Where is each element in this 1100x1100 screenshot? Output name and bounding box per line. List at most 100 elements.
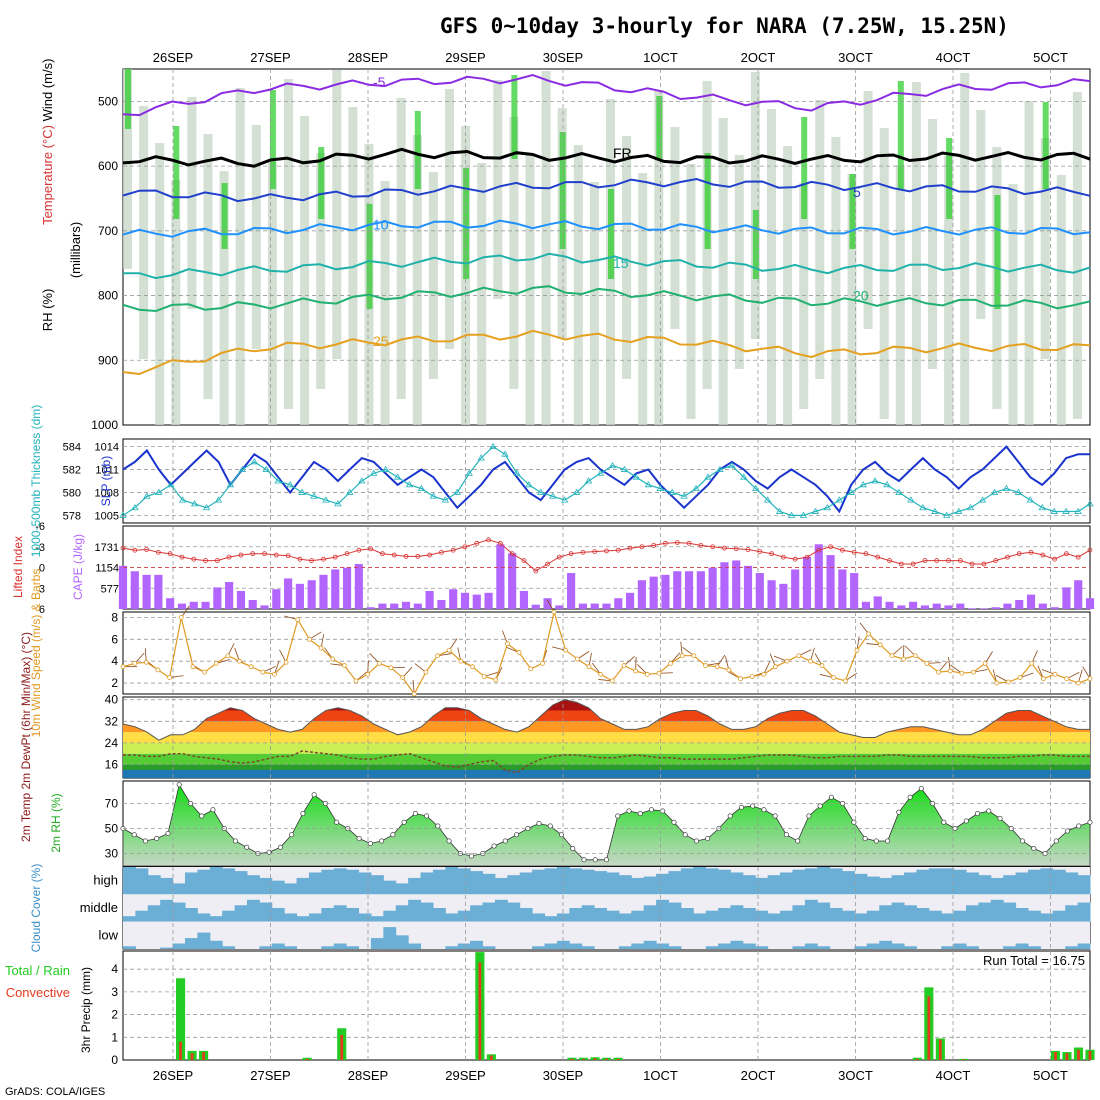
cape-bar	[590, 603, 599, 609]
wind-speed-point	[493, 677, 499, 683]
li-point	[132, 547, 138, 553]
wind-speed-point	[819, 663, 825, 668]
thickness-point	[775, 507, 784, 514]
temp-baseline-band	[123, 769, 1090, 778]
li-point	[745, 547, 751, 552]
cape-bar	[932, 603, 941, 609]
cloud-cover-bar	[234, 905, 248, 922]
wind-speed-point	[388, 665, 394, 671]
rh-mid-patch	[171, 180, 181, 425]
wind-speed-point	[353, 678, 359, 684]
cross-legend-label: Temperature (°C)	[40, 125, 55, 225]
li-point	[615, 547, 621, 553]
top-date-label: 5OCT	[1033, 50, 1068, 65]
li-point	[332, 554, 338, 560]
cloud-cover-bar	[420, 872, 434, 895]
cloud-cover-bar	[494, 877, 508, 895]
li-point	[910, 561, 916, 567]
temp-tick: 16	[105, 758, 119, 772]
rh-mid-patch	[396, 98, 406, 399]
cape-bar	[390, 603, 399, 609]
wind-speed-point	[167, 675, 173, 680]
rh-point	[581, 857, 587, 863]
wind-speed-point	[225, 653, 231, 659]
slp-line	[122, 445, 1090, 514]
temp-axis-label: 2m Temp 2m DewPt (6hr Min/Max) (°C)	[19, 632, 33, 842]
temp-band	[123, 732, 1090, 743]
rh-point	[142, 838, 149, 844]
cloud-layer-label: high	[93, 873, 118, 888]
li-point	[769, 551, 774, 557]
wind-speed-point	[272, 671, 277, 677]
wind-speed-point	[155, 667, 161, 673]
cloud-layer-label: low	[98, 927, 118, 942]
cape-bar	[626, 592, 635, 609]
cloud-cover-bar	[333, 943, 347, 949]
li-axis-label: Lifted Index	[11, 536, 25, 598]
convective-bar	[179, 1041, 182, 1060]
thickness-point	[190, 500, 199, 507]
cloud-cover-bar	[1028, 910, 1041, 922]
rh-mid-patch	[235, 88, 245, 425]
thickness-tick: 578	[63, 510, 81, 522]
thickness-point	[238, 465, 247, 472]
li-point	[262, 551, 267, 557]
thickness-point	[990, 488, 999, 495]
cape-bar	[1026, 594, 1036, 609]
wind-speed-point	[854, 647, 860, 653]
cloud-cover-bar	[457, 943, 471, 949]
li-point	[144, 547, 149, 552]
wind-tick: 4	[111, 654, 118, 668]
wind-speed-point	[551, 609, 557, 615]
rh-point	[1087, 819, 1093, 825]
cape-bar	[838, 569, 847, 609]
temp-tick: 40	[105, 693, 119, 707]
li-point	[439, 549, 444, 555]
rh-point	[738, 804, 744, 810]
thickness-point	[704, 473, 712, 480]
thickness-point	[537, 488, 545, 495]
rh-axis-label: 2m RH (%)	[49, 793, 63, 852]
cloud-cover-bar	[866, 943, 880, 949]
cloud-cover-bar	[408, 943, 422, 949]
thickness-point	[966, 503, 975, 511]
cloud-cover-bar	[556, 867, 570, 895]
top-date-label: 1OCT	[643, 50, 678, 65]
thickness-point	[262, 465, 270, 472]
thickness-point	[978, 496, 987, 503]
top-date-label: 29SEP	[445, 50, 485, 65]
cloud-cover-bar	[1040, 913, 1054, 922]
cloud-cover-bar	[246, 899, 260, 922]
wind-speed-point	[458, 658, 464, 664]
cloud-cover-bar	[482, 873, 496, 895]
isotherm-line	[123, 252, 1091, 280]
cloud-cover-bar	[532, 946, 546, 949]
convective-bar	[1054, 1052, 1057, 1060]
cloud-cover-bar	[978, 902, 992, 922]
rh-mid-patch	[654, 90, 664, 425]
cape-bar	[319, 574, 328, 609]
cloud-cover-bar	[705, 868, 719, 895]
rh-point	[592, 857, 598, 863]
cloud-cover-bar	[1015, 872, 1029, 895]
cloud-cover-bar	[1077, 943, 1091, 949]
cloud-cover-bar	[395, 905, 409, 922]
li-point	[639, 544, 645, 550]
li-point	[898, 561, 904, 567]
cloud-cover-bar	[222, 910, 236, 922]
li-point	[934, 558, 940, 563]
cape-bar	[130, 571, 139, 609]
cloud-cover-bar	[928, 868, 942, 895]
cloud-cover-bar	[271, 943, 285, 949]
rh-mid-patch	[380, 181, 390, 425]
cloud-cover-bar	[445, 913, 459, 922]
wind-speed-point	[679, 653, 685, 659]
cape-bar	[696, 571, 705, 609]
li-point	[887, 558, 892, 563]
rh-point	[795, 838, 801, 844]
cape-bar	[272, 589, 281, 609]
convective-bar	[616, 1058, 620, 1060]
wind-speed-point	[1029, 660, 1035, 666]
wind-speed-point	[936, 669, 941, 675]
thickness-point	[847, 488, 855, 495]
